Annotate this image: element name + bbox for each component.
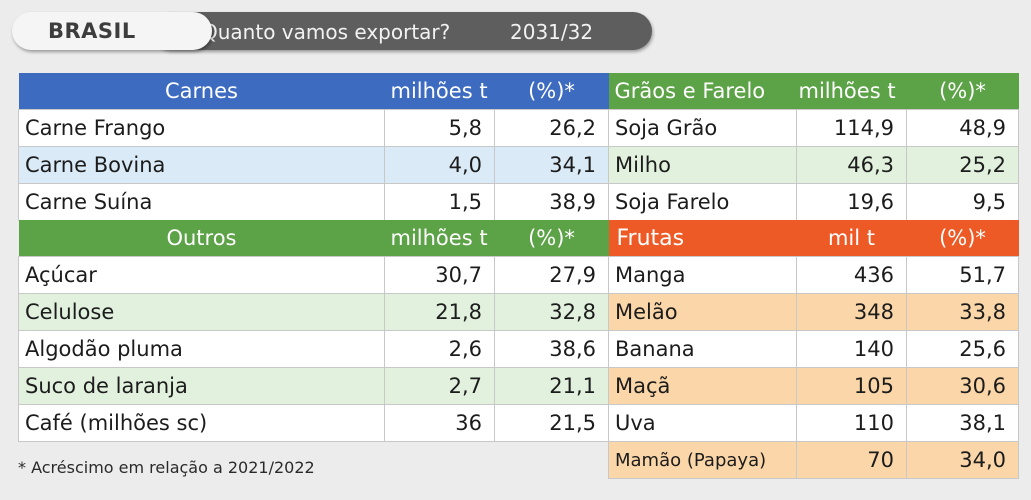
row-label: Mamão (Papaya) (608, 441, 797, 479)
row-label: Carne Suína (18, 183, 385, 221)
table-row: Melão 348 33,8 (608, 293, 1019, 331)
table-row: Suco de laranja 2,7 21,1 (18, 367, 609, 405)
row-label: Carne Bovina (18, 146, 385, 184)
table-row: Soja Grão 114,9 48,9 (608, 109, 1019, 147)
outros-title: Outros (18, 220, 385, 257)
row-pct: 21,5 (494, 404, 609, 442)
graos-title: Grãos e Farelo (608, 73, 797, 110)
row-label: Milho (608, 146, 797, 184)
carnes-header: Carnes milhões t (%)* (18, 73, 609, 110)
question-pill: Quanto vamos exportar? 2031/32 (152, 12, 652, 50)
row-label: Café (milhões sc) (18, 404, 385, 442)
row-value: 36 (384, 404, 495, 442)
row-pct: 25,2 (906, 146, 1019, 184)
question-text: Quanto vamos exportar? (202, 20, 451, 44)
table-row: Milho 46,3 25,2 (608, 146, 1019, 184)
row-pct: 33,8 (906, 293, 1019, 331)
row-label: Maçã (608, 367, 797, 405)
row-value: 46,3 (796, 146, 907, 184)
row-label: Manga (608, 256, 797, 294)
row-label: Soja Grão (608, 109, 797, 147)
row-value: 140 (796, 330, 907, 368)
row-value: 114,9 (796, 109, 907, 147)
row-label: Suco de laranja (18, 367, 385, 405)
row-label: Carne Frango (18, 109, 385, 147)
row-label: Algodão pluma (18, 330, 385, 368)
row-pct: 25,6 (906, 330, 1019, 368)
carnes-title: Carnes (18, 73, 385, 110)
frutas-table: Frutas mil t (%)* Manga 436 51,7 Melão 3… (608, 220, 1019, 479)
row-pct: 51,7 (906, 256, 1019, 294)
period-text: 2031/32 (510, 20, 594, 44)
table-row: Soja Farelo 19,6 9,5 (608, 183, 1019, 221)
row-value: 2,6 (384, 330, 495, 368)
carnes-pct-header: (%)* (494, 73, 609, 110)
table-row: Manga 436 51,7 (608, 256, 1019, 294)
table-row: Mamão (Papaya) 70 34,0 (608, 441, 1019, 479)
outros-pct-header: (%)* (494, 220, 609, 257)
row-pct: 38,1 (906, 404, 1019, 442)
country-pill: BRASIL (12, 12, 212, 50)
row-value: 4,0 (384, 146, 495, 184)
graos-unit: milhões t (796, 73, 907, 110)
table-row: Carne Frango 5,8 26,2 (18, 109, 609, 147)
row-value: 1,5 (384, 183, 495, 221)
table-row: Carne Suína 1,5 38,9 (18, 183, 609, 221)
frutas-unit: mil t (796, 220, 907, 257)
row-value: 19,6 (796, 183, 907, 221)
row-value: 436 (796, 256, 907, 294)
table-row: Carne Bovina 4,0 34,1 (18, 146, 609, 184)
outros-header: Outros milhões t (%)* (18, 220, 609, 257)
table-row: Banana 140 25,6 (608, 330, 1019, 368)
row-label: Açúcar (18, 256, 385, 294)
row-value: 110 (796, 404, 907, 442)
row-value: 21,8 (384, 293, 495, 331)
footnote: * Acréscimo em relação a 2021/2022 (18, 458, 315, 477)
row-pct: 26,2 (494, 109, 609, 147)
row-value: 70 (796, 441, 907, 479)
outros-table: Outros milhões t (%)* Açúcar 30,7 27,9 C… (18, 220, 609, 442)
row-pct: 9,5 (906, 183, 1019, 221)
carnes-unit: milhões t (384, 73, 495, 110)
row-pct: 30,6 (906, 367, 1019, 405)
row-label: Soja Farelo (608, 183, 797, 221)
row-label: Banana (608, 330, 797, 368)
row-pct: 48,9 (906, 109, 1019, 147)
row-value: 105 (796, 367, 907, 405)
row-label: Uva (608, 404, 797, 442)
table-row: Maçã 105 30,6 (608, 367, 1019, 405)
row-value: 348 (796, 293, 907, 331)
row-pct: 27,9 (494, 256, 609, 294)
row-pct: 34,1 (494, 146, 609, 184)
table-row: Café (milhões sc) 36 21,5 (18, 404, 609, 442)
row-value: 2,7 (384, 367, 495, 405)
row-pct: 21,1 (494, 367, 609, 405)
frutas-header: Frutas mil t (%)* (608, 220, 1019, 257)
graos-pct-header: (%)* (906, 73, 1019, 110)
graos-table: Grãos e Farelo milhões t (%)* Soja Grão … (608, 73, 1019, 221)
frutas-title: Frutas (608, 220, 797, 257)
row-pct: 38,6 (494, 330, 609, 368)
row-pct: 34,0 (906, 441, 1019, 479)
row-pct: 38,9 (494, 183, 609, 221)
graos-header: Grãos e Farelo milhões t (%)* (608, 73, 1019, 110)
table-row: Algodão pluma 2,6 38,6 (18, 330, 609, 368)
country-label: BRASIL (48, 19, 136, 43)
table-row: Açúcar 30,7 27,9 (18, 256, 609, 294)
row-value: 30,7 (384, 256, 495, 294)
table-row: Uva 110 38,1 (608, 404, 1019, 442)
row-label: Melão (608, 293, 797, 331)
outros-unit: milhões t (384, 220, 495, 257)
frutas-pct-header: (%)* (906, 220, 1019, 257)
row-pct: 32,8 (494, 293, 609, 331)
row-label: Celulose (18, 293, 385, 331)
row-value: 5,8 (384, 109, 495, 147)
carnes-table: Carnes milhões t (%)* Carne Frango 5,8 2… (18, 73, 609, 221)
title-banner: Quanto vamos exportar? 2031/32 BRASIL (12, 12, 652, 50)
table-row: Celulose 21,8 32,8 (18, 293, 609, 331)
